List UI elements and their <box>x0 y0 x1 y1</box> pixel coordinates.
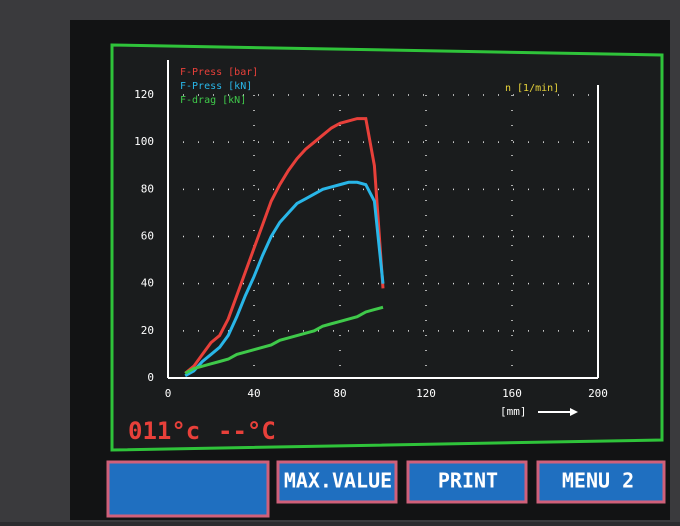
y-tick-label: 0 <box>147 371 154 384</box>
y-tick-label: 20 <box>141 324 154 337</box>
x-tick-label: 80 <box>333 387 346 400</box>
x-axis-label: [mm] <box>500 405 527 418</box>
status-temp1: 011°c <box>128 417 200 445</box>
y-tick-label: 60 <box>141 230 154 243</box>
y-tick-label: 40 <box>141 277 154 290</box>
x-tick-label: 160 <box>502 387 522 400</box>
y-tick-label: 120 <box>134 88 154 101</box>
button-label[interactable]: MAX.VALUE <box>284 469 392 493</box>
x-tick-label: 0 <box>165 387 172 400</box>
x-tick-label: 40 <box>247 387 260 400</box>
button-label[interactable]: PRINT <box>438 469 498 493</box>
status-temp2: --°C <box>218 417 276 445</box>
x-tick-label: 200 <box>588 387 608 400</box>
button-blank[interactable] <box>108 462 268 516</box>
screen: 011°c --°C n [1/min] [mm] 0 20 40 60 80 100 12… <box>0 0 680 522</box>
legend-entry: F-Press [kN] <box>180 81 252 92</box>
legend-entry: F-drag [kN] <box>180 95 246 106</box>
legend-entry: F-Press [bar] <box>180 67 258 78</box>
annotation: n [1/min] <box>505 83 559 94</box>
page: 011°c --°C n [1/min] [mm] 0 20 40 60 80 100 12… <box>0 0 680 526</box>
y-tick-label: 80 <box>141 182 154 195</box>
x-tick-label: 120 <box>416 387 436 400</box>
y-tick-label: 100 <box>134 135 154 148</box>
button-label[interactable]: MENU 2 <box>562 469 634 493</box>
